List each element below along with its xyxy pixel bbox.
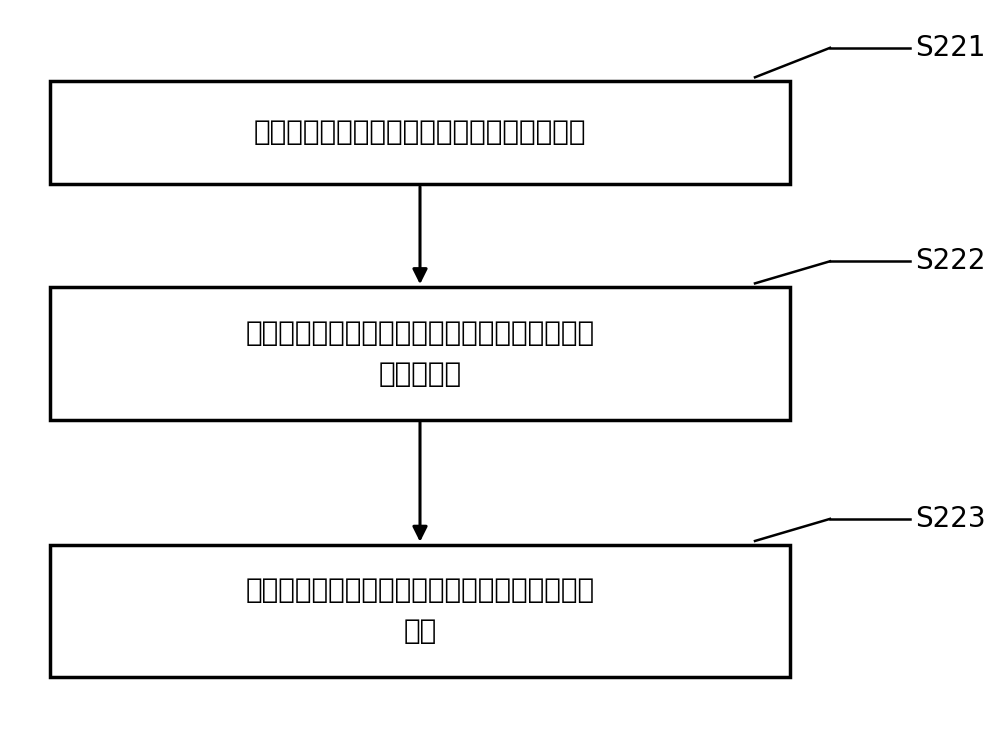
Bar (50, 545, 790, 677)
Text: S221: S221 (915, 34, 986, 62)
Text: S223: S223 (915, 505, 986, 533)
Bar (50, 287, 790, 420)
Text: 获取多个电子设备中每个电子设备的物理地址: 获取多个电子设备中每个电子设备的物理地址 (254, 118, 586, 146)
Bar (50, 81, 790, 184)
Text: 根据获取到的每个电子设备的状态信息生成状态
列表: 根据获取到的每个电子设备的状态信息生成状态 列表 (245, 576, 595, 645)
Text: 根据每个电子设备的物理地址获取相应电子设备
的状态信息: 根据每个电子设备的物理地址获取相应电子设备 的状态信息 (245, 319, 595, 388)
Text: S222: S222 (915, 247, 986, 275)
